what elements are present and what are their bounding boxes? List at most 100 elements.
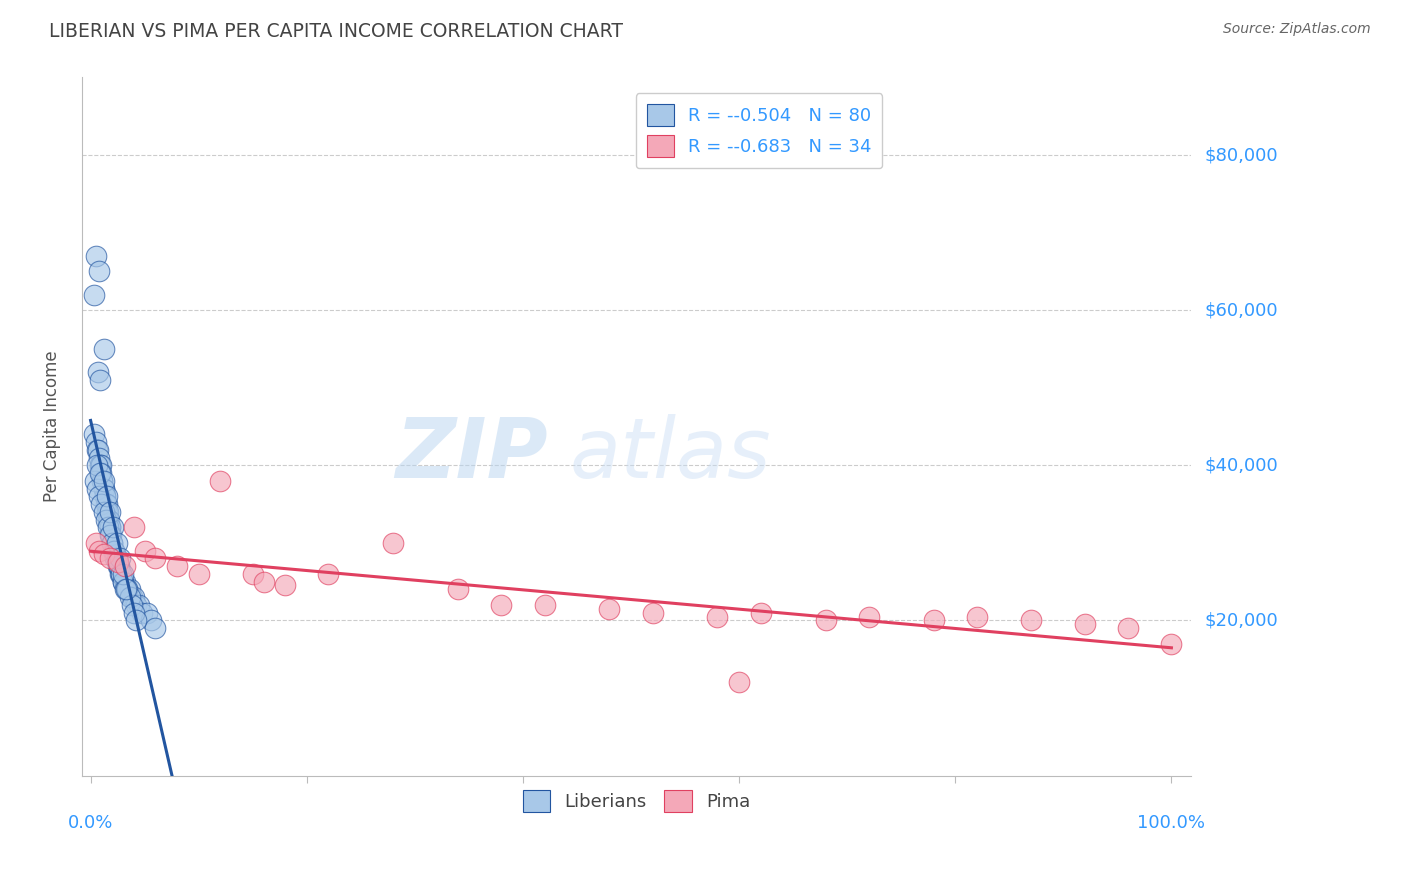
Point xyxy=(97,505,120,519)
Text: $80,000: $80,000 xyxy=(1205,146,1278,164)
Point xyxy=(114,582,136,597)
Point xyxy=(209,474,232,488)
Point xyxy=(104,551,127,566)
Point xyxy=(93,482,115,496)
Point xyxy=(118,582,141,597)
Point xyxy=(89,543,111,558)
Point xyxy=(103,543,125,558)
Point xyxy=(93,342,115,356)
Point xyxy=(858,609,880,624)
Point xyxy=(97,512,120,526)
Point xyxy=(83,287,105,301)
Point xyxy=(93,548,115,562)
Point xyxy=(98,505,121,519)
Point xyxy=(87,442,110,457)
Point xyxy=(98,512,121,526)
Point xyxy=(98,551,121,566)
Point xyxy=(706,609,728,624)
Point xyxy=(86,442,108,457)
Point xyxy=(87,365,110,379)
Point xyxy=(86,458,108,473)
Point xyxy=(96,505,118,519)
Point xyxy=(187,566,209,581)
Point xyxy=(105,536,128,550)
Text: atlas: atlas xyxy=(569,414,772,495)
Point xyxy=(84,536,107,550)
Point xyxy=(105,551,128,566)
Point xyxy=(728,675,751,690)
Point xyxy=(84,474,107,488)
Point xyxy=(94,497,117,511)
Legend: Liberians, Pima: Liberians, Pima xyxy=(516,782,758,819)
Point xyxy=(121,598,143,612)
Point xyxy=(139,613,162,627)
Point xyxy=(122,606,145,620)
Point xyxy=(110,566,132,581)
Point xyxy=(98,520,121,534)
Point xyxy=(1160,637,1182,651)
Point xyxy=(111,566,134,581)
Point xyxy=(491,598,513,612)
Point xyxy=(93,489,115,503)
Point xyxy=(101,536,124,550)
Text: ZIP: ZIP xyxy=(395,414,548,495)
Point xyxy=(93,489,115,503)
Point xyxy=(1116,621,1139,635)
Point xyxy=(125,613,148,627)
Point xyxy=(318,566,340,581)
Point xyxy=(166,559,188,574)
Point xyxy=(114,559,136,574)
Point xyxy=(111,574,134,589)
Point xyxy=(922,613,945,627)
Point xyxy=(103,543,125,558)
Text: LIBERIAN VS PIMA PER CAPITA INCOME CORRELATION CHART: LIBERIAN VS PIMA PER CAPITA INCOME CORRE… xyxy=(49,22,623,41)
Point xyxy=(121,590,143,604)
Point xyxy=(103,543,125,558)
Point xyxy=(447,582,470,597)
Point xyxy=(84,435,107,450)
Point xyxy=(83,427,105,442)
Point xyxy=(110,566,132,581)
Point xyxy=(105,551,128,566)
Point xyxy=(145,621,167,635)
Point xyxy=(1074,617,1097,632)
Point xyxy=(98,520,121,534)
Point xyxy=(533,598,555,612)
Y-axis label: Per Capita Income: Per Capita Income xyxy=(44,351,60,502)
Point xyxy=(108,551,131,566)
Point xyxy=(89,489,111,503)
Point xyxy=(107,559,129,574)
Point xyxy=(98,528,121,542)
Point xyxy=(97,520,120,534)
Point xyxy=(242,566,264,581)
Point xyxy=(93,482,115,496)
Point xyxy=(89,373,111,387)
Point xyxy=(111,574,134,589)
Point xyxy=(96,489,118,503)
Point xyxy=(89,458,111,473)
Point xyxy=(118,590,141,604)
Point xyxy=(122,520,145,534)
Point xyxy=(107,559,129,574)
Point xyxy=(103,520,125,534)
Point xyxy=(131,606,153,620)
Point xyxy=(107,555,129,569)
Point xyxy=(108,566,131,581)
Point xyxy=(96,497,118,511)
Point xyxy=(89,264,111,278)
Point xyxy=(89,466,111,480)
Text: 100.0%: 100.0% xyxy=(1137,814,1205,832)
Point xyxy=(107,559,129,574)
Point xyxy=(128,598,150,612)
Point xyxy=(93,474,115,488)
Point xyxy=(100,528,122,542)
Text: $20,000: $20,000 xyxy=(1205,611,1278,630)
Point xyxy=(90,497,112,511)
Point xyxy=(84,249,107,263)
Point xyxy=(89,450,111,465)
Point xyxy=(117,582,139,597)
Point xyxy=(122,590,145,604)
Point xyxy=(101,536,124,550)
Point xyxy=(1019,613,1042,627)
Point xyxy=(382,536,405,550)
